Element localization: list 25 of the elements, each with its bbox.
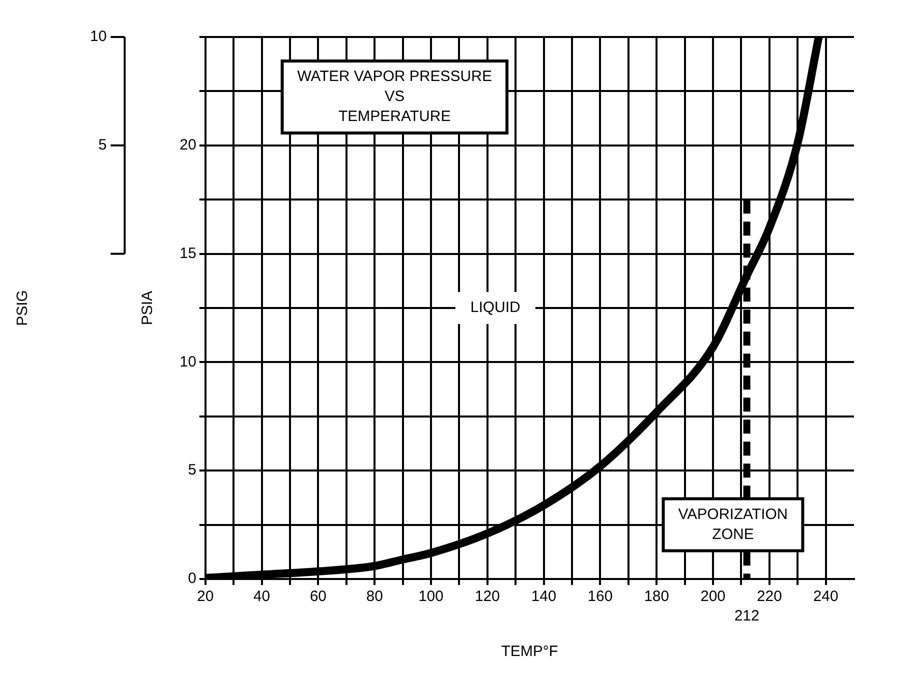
x-tick-label: 80: [366, 588, 383, 606]
ref-line-label: 212: [734, 608, 760, 625]
x-tick-label: 180: [644, 588, 670, 606]
y-tick-label: 5: [188, 462, 196, 479]
x-tick-label: 140: [531, 588, 556, 606]
x-tick-label: 120: [474, 588, 500, 606]
y-axis-title: PSIA: [138, 290, 156, 326]
x-tick-label: 160: [588, 588, 613, 606]
y2-tick-label: 5: [98, 136, 107, 154]
y-tick-label: 10: [180, 353, 196, 370]
y-tick-label: 20: [180, 136, 196, 154]
x-tick-label: 40: [253, 588, 270, 606]
x-tick-label: 100: [418, 588, 444, 606]
y-tick-label: 15: [180, 244, 196, 262]
y2-tick-label: 10: [90, 28, 107, 46]
x-tick-label: 60: [310, 588, 327, 606]
annotation: LIQUID: [470, 299, 521, 316]
text: WATER VAPOR PRESSURE VS TEMPERATURE: [297, 68, 492, 126]
y-tick-label: 0: [188, 570, 196, 588]
x-tick-label: 220: [756, 588, 782, 606]
x-axis-title: TEMP°F: [501, 643, 558, 660]
x-tick-label: 200: [700, 588, 726, 606]
y2-axis-title: PSIG: [14, 290, 32, 326]
x-tick-label: 240: [813, 588, 838, 606]
annotation: VAPORIZATION ZONE: [678, 506, 788, 543]
